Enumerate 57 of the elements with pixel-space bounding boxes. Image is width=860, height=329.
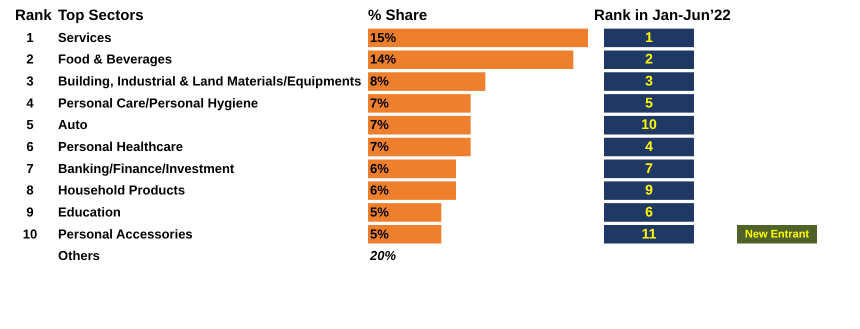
data-label: 14% [370,52,396,67]
y-tick-label: Household Products [58,182,186,198]
data-label: 5% [370,226,390,242]
text: 6 [645,203,654,220]
bar [368,72,486,91]
text: 4 [26,95,34,110]
y-tick-label: Education [58,204,121,220]
text: 9 [645,182,654,198]
text: Others [58,248,100,264]
text: 6 [26,139,34,154]
text: 8 [26,182,34,198]
text: 3 [26,74,34,89]
text: 9 [26,204,34,220]
bar [368,50,574,69]
bar [368,94,471,113]
x-axis-title: % Share [368,7,428,24]
text: 5 [645,94,654,110]
y-axis-title: Top Sectors [58,7,144,24]
y-tick-label: Building, Industrial & Land Materials/Equipments [58,74,362,89]
y-tick-label: Services [58,30,112,45]
y-tick-label: Personal Care/Personal Hygiene [58,95,258,110]
text: 5 [26,117,34,132]
bar [368,160,456,178]
text: 11 [642,225,657,242]
text: 1 [645,28,654,45]
text: New Entrant [744,228,810,240]
data-label: 15% [370,30,396,45]
text: 10 [641,116,657,132]
text: Rank [15,7,52,24]
data-label: 7% [370,139,390,154]
bar [368,116,471,134]
text: 2 [26,52,34,67]
text: 1 [26,30,34,45]
y-tick-label: Auto [58,117,88,132]
data-label: 8% [370,74,390,89]
text: 20% [369,248,396,264]
text: 7 [645,160,654,176]
bar [368,203,442,222]
bar [368,181,456,200]
text: 2 [645,50,654,67]
y-tick-label: Food & Beverages [58,52,172,67]
bar [368,28,588,48]
data-label: 5% [370,204,390,220]
y-tick-label: Banking/Finance/Investment [58,160,235,176]
data-label: 7% [370,95,390,110]
data-label: 6% [370,160,390,176]
text: 4 [645,138,654,154]
y2-axis-title: Rank in Jan-Jun’22 [594,7,731,24]
text: 3 [645,72,654,89]
y-tick-label: Personal Healthcare [58,139,184,154]
text: 10 [22,226,38,242]
bar [368,225,442,244]
data-label: 6% [370,182,390,198]
y-tick-label: Personal Accessories [58,226,193,242]
data-label: 7% [370,117,390,132]
bar [368,138,471,156]
text: 7 [26,160,34,176]
